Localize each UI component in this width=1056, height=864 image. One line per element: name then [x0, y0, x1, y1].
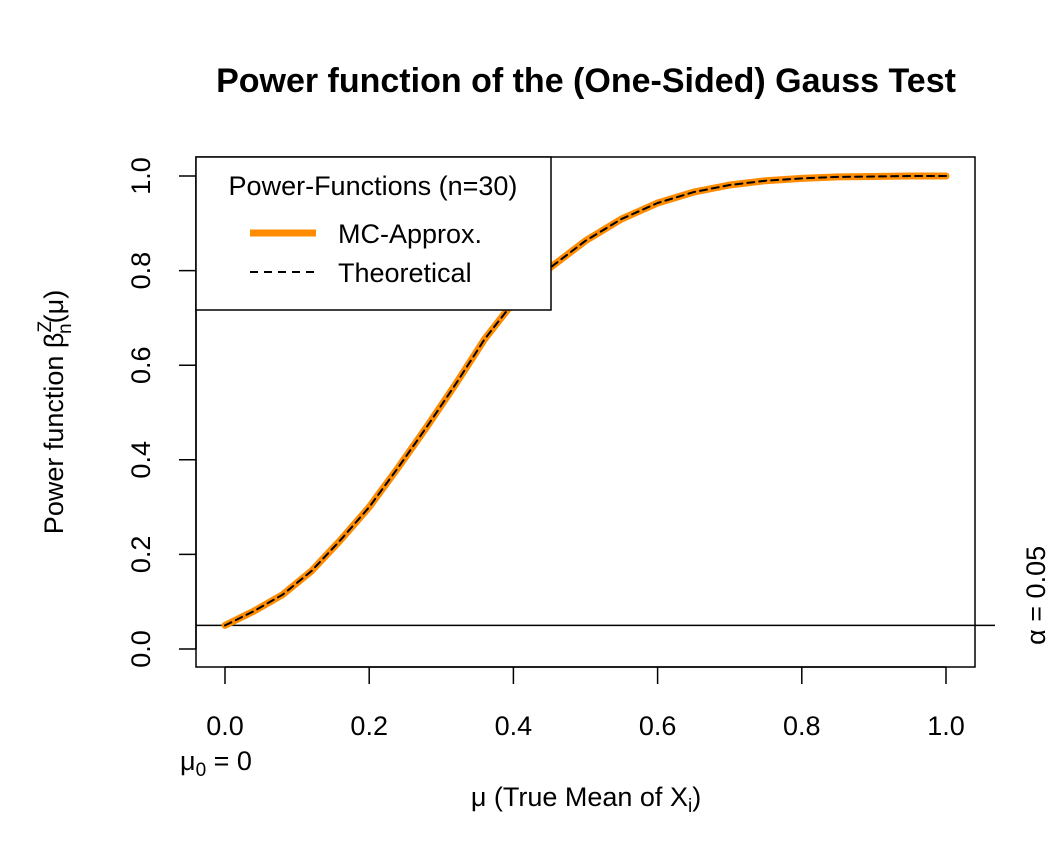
y-axis-label-end: (μ): [39, 290, 69, 324]
x-tick-label: 1.0: [927, 711, 965, 741]
x-axis-label-end: ): [692, 782, 701, 812]
x-tick-label: 0.6: [639, 711, 677, 741]
legend-label-mc: MC-Approx.: [338, 219, 482, 249]
y-tick-label: 0.6: [126, 346, 156, 384]
theoretical-line: [224, 175, 947, 627]
x-tick-label: 0.0: [206, 711, 244, 741]
x-tick-label: 0.8: [783, 711, 821, 741]
y-tick-label: 0.0: [126, 630, 156, 668]
legend-label-theoretical: Theoretical: [338, 258, 472, 288]
x-axis-label-main: μ (True Mean of X: [471, 782, 688, 812]
y-axis-label-sub: n: [55, 323, 76, 334]
y-axis-label-sup: Z: [35, 321, 56, 333]
alpha-label: α = 0.05: [1021, 546, 1051, 645]
y-axis-label: Power function βZn(μ): [35, 290, 76, 534]
mu0-subscript: 0: [196, 760, 207, 781]
legend: Power-Functions (n=30) MC-Approx. Theore…: [195, 156, 552, 311]
x-axis-label-sub: i: [688, 796, 692, 817]
y-axis-label-main: Power function β: [39, 333, 69, 535]
x-tick-label: 0.2: [350, 711, 388, 741]
mu0-equals: = 0: [206, 746, 252, 776]
y-axis-label-group: Power function βZn(μ): [35, 290, 76, 534]
y-axis: 0.0 0.2 0.4 0.6 0.8 1.0: [126, 157, 197, 668]
x-axis: 0.0 0.2 0.4 0.6 0.8 1.0: [206, 666, 965, 741]
x-tick-label: 0.4: [495, 711, 533, 741]
y-tick-label: 1.0: [126, 157, 156, 195]
mu0-symbol: μ: [180, 746, 196, 776]
y-tick-label: 0.4: [126, 441, 156, 479]
legend-title: Power-Functions (n=30): [229, 171, 518, 201]
x-axis-label: μ (True Mean of Xi): [471, 782, 701, 817]
mu0-annotation: μ0 = 0: [180, 746, 252, 781]
y-tick-label: 0.8: [126, 252, 156, 290]
chart-title: Power function of the (One-Sided) Gauss …: [216, 62, 956, 100]
y-tick-label: 0.2: [126, 536, 156, 574]
